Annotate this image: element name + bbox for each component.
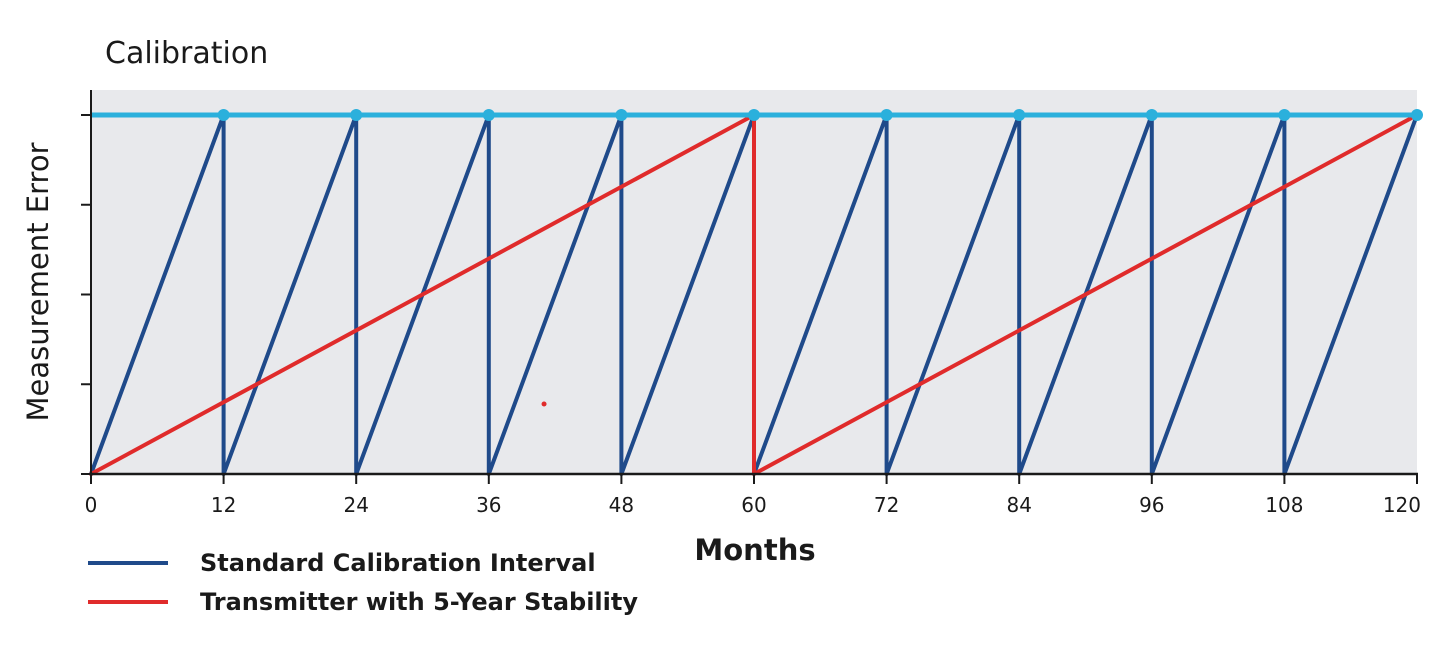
threshold-layer [91,109,1423,121]
threshold-marker [615,109,628,121]
legend: Standard Calibration Interval Transmitte… [88,543,638,621]
chart-title: Calibration [105,36,269,71]
x-tick-label: 96 [1139,493,1164,517]
x-tick-label: 120 [1383,493,1421,517]
legend-label-standard: Standard Calibration Interval [200,548,596,577]
x-tick-label: 24 [343,493,368,517]
legend-item-standard: Standard Calibration Interval [88,543,638,582]
x-tick-label: 108 [1265,493,1303,517]
legend-label-stability: Transmitter with 5-Year Stability [200,587,638,616]
x-axis-label: Months [694,533,816,567]
x-tick-label: 12 [211,493,236,517]
legend-swatch-stability [88,599,168,604]
threshold-marker [217,109,230,121]
legend-item-stability: Transmitter with 5-Year Stability [88,582,638,621]
threshold-marker [1145,109,1158,121]
threshold-marker [1411,109,1423,121]
threshold-marker [482,109,495,121]
series-layer [89,113,1419,476]
x-tick-label: 36 [476,493,501,517]
annotation-layer [541,401,547,407]
x-tick-label: 72 [874,493,899,517]
annotation-dot [541,401,547,407]
threshold-marker [1013,109,1026,121]
axis-layer: 0 12 24 36 48 60 72 84 96 108 120 [81,90,1421,517]
legend-swatch-standard [88,560,168,565]
x-tick-label: 84 [1006,493,1031,517]
x-tick-label: 48 [609,493,634,517]
threshold-marker [880,109,893,121]
series-line-1 [89,113,1419,476]
threshold-marker [1278,109,1291,121]
y-axis-label: Measurement Error [21,142,55,422]
x-tick-label: 0 [85,493,98,517]
threshold-marker [748,109,760,121]
threshold-marker [350,109,363,121]
x-tick-label: 60 [741,493,766,517]
